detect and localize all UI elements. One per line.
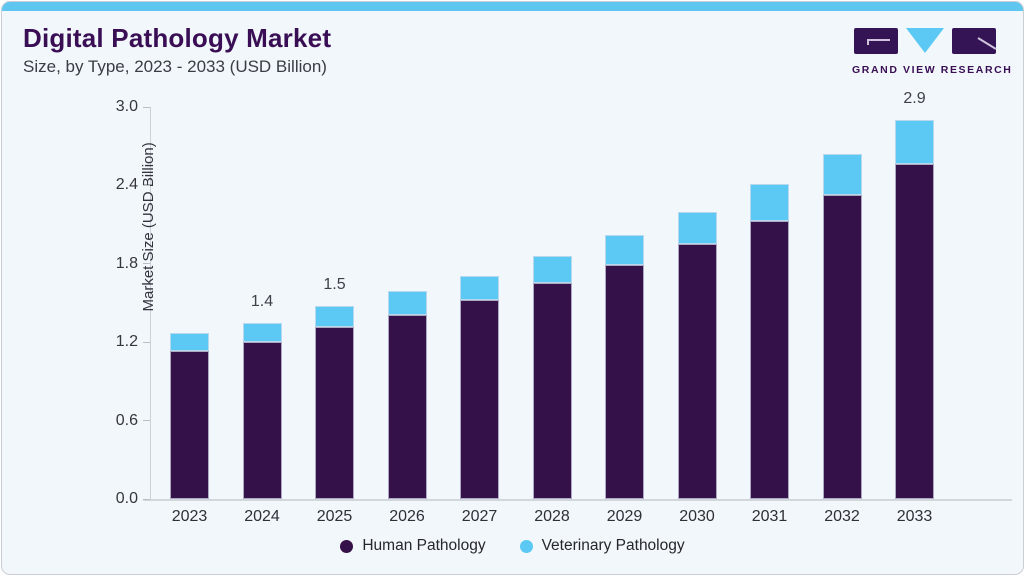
y-tick-label: 0.0 <box>115 490 138 507</box>
bar-segment-veterinary-pathology-2027 <box>460 275 499 301</box>
bar-segment-veterinary-pathology-2033 <box>895 120 934 165</box>
top-accent-strip <box>2 2 1023 11</box>
bar-segment-human-pathology-2032 <box>822 194 862 499</box>
bar-value-label-2025: 1.5 <box>323 275 346 293</box>
bar-segment-human-pathology-2027 <box>460 300 499 499</box>
chart-subtitle: Size, by Type, 2023 - 2033 (USD Billion) <box>23 56 327 76</box>
bar-segment-human-pathology-2023 <box>170 351 209 499</box>
y-tick-mark <box>143 498 150 500</box>
bar-value-label-2024: 1.4 <box>250 292 274 310</box>
legend-label: Human Pathology <box>362 537 486 554</box>
chart-legend: Human Pathology Veterinary Pathology <box>2 537 1023 555</box>
x-tick-label-2024: 2024 <box>244 508 280 525</box>
bar-segment-veterinary-pathology-2030 <box>677 211 717 245</box>
x-tick-label-2023: 2023 <box>171 508 208 525</box>
bar-segment-veterinary-pathology-2026 <box>387 291 427 315</box>
x-tick-label-2032: 2032 <box>824 508 860 525</box>
bar-segment-human-pathology-2030 <box>677 244 717 499</box>
bar-segment-veterinary-pathology-2029 <box>605 235 644 266</box>
page-title: Digital Pathology Market <box>23 23 332 53</box>
bar-segment-human-pathology-2029 <box>605 265 644 499</box>
x-tick-label-2028: 2028 <box>534 508 570 525</box>
bar-segment-human-pathology-2025 <box>315 326 354 499</box>
bar-segment-veterinary-pathology-2031 <box>750 184 789 221</box>
legend-dot-icon <box>340 539 354 553</box>
y-tick-label: 2.4 <box>115 176 138 194</box>
brand-logo-text: GRAND VIEW RESEARCH <box>852 64 1013 76</box>
y-tick-label: 3.0 <box>115 98 138 115</box>
y-tick-mark <box>143 184 150 186</box>
bar-segment-human-pathology-2026 <box>387 314 427 499</box>
x-tick-label-2031: 2031 <box>751 508 788 525</box>
y-tick-mark <box>143 420 150 422</box>
x-tick-label-2030: 2030 <box>679 508 715 525</box>
y-axis-title: Market Size (USD Billion) <box>140 142 158 312</box>
gvr-logo-icon <box>854 28 997 54</box>
x-tick-label-2025: 2025 <box>316 508 353 525</box>
bar-segment-human-pathology-2028 <box>532 283 572 499</box>
chart-header: Digital Pathology Market Size, by Type, … <box>23 24 331 77</box>
bar-segment-veterinary-pathology-2025 <box>315 305 354 327</box>
legend-label: Veterinary Pathology <box>541 537 685 554</box>
bar-segment-veterinary-pathology-2032 <box>822 154 862 195</box>
bar-segment-veterinary-pathology-2024 <box>242 322 282 343</box>
brand-logo: GRAND VIEW RESEARCH <box>852 28 1013 76</box>
y-tick-label: 1.2 <box>115 333 138 351</box>
x-tick-label-2027: 2027 <box>461 508 498 525</box>
x-tick-label-2033: 2033 <box>896 508 933 525</box>
legend-item-veterinary-pathology: Veterinary Pathology <box>519 537 685 555</box>
x-tick-label-2026: 2026 <box>389 508 425 525</box>
bar-value-label-2033: 2.9 <box>903 90 926 108</box>
bar-segment-human-pathology-2033 <box>895 164 934 499</box>
y-tick-label: 1.8 <box>115 254 138 272</box>
bar-segment-veterinary-pathology-2023 <box>170 333 209 352</box>
x-axis-line <box>143 499 1012 501</box>
y-tick-mark <box>143 263 150 265</box>
x-tick-label-2029: 2029 <box>606 508 643 525</box>
y-axis-line <box>150 107 151 499</box>
bar-segment-veterinary-pathology-2028 <box>532 255 572 284</box>
y-tick-mark <box>143 106 150 108</box>
bar-segment-human-pathology-2024 <box>242 342 282 499</box>
legend-item-human-pathology: Human Pathology <box>340 537 486 555</box>
legend-dot-icon <box>519 539 533 553</box>
bar-segment-human-pathology-2031 <box>750 220 789 499</box>
y-tick-mark <box>143 341 150 343</box>
y-tick-label: 0.6 <box>115 411 138 429</box>
